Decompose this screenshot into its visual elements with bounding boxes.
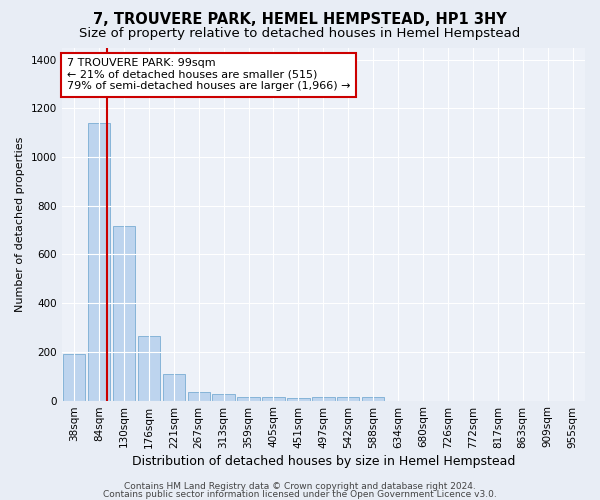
Bar <box>262 398 285 400</box>
Text: Contains HM Land Registry data © Crown copyright and database right 2024.: Contains HM Land Registry data © Crown c… <box>124 482 476 491</box>
Y-axis label: Number of detached properties: Number of detached properties <box>15 136 25 312</box>
Bar <box>88 123 110 400</box>
Bar <box>137 336 160 400</box>
Bar <box>212 394 235 400</box>
Text: Contains public sector information licensed under the Open Government Licence v3: Contains public sector information licen… <box>103 490 497 499</box>
Bar <box>163 374 185 400</box>
Bar <box>337 397 359 400</box>
Bar <box>63 354 85 401</box>
Bar <box>287 398 310 400</box>
Bar <box>188 392 210 400</box>
Bar <box>362 398 385 400</box>
Text: 7 TROUVERE PARK: 99sqm
← 21% of detached houses are smaller (515)
79% of semi-de: 7 TROUVERE PARK: 99sqm ← 21% of detached… <box>67 58 350 92</box>
Text: 7, TROUVERE PARK, HEMEL HEMPSTEAD, HP1 3HY: 7, TROUVERE PARK, HEMEL HEMPSTEAD, HP1 3… <box>93 12 507 28</box>
Bar <box>238 397 260 400</box>
Text: Size of property relative to detached houses in Hemel Hempstead: Size of property relative to detached ho… <box>79 28 521 40</box>
Bar <box>113 226 135 400</box>
Bar <box>312 397 335 400</box>
X-axis label: Distribution of detached houses by size in Hemel Hempstead: Distribution of detached houses by size … <box>131 454 515 468</box>
